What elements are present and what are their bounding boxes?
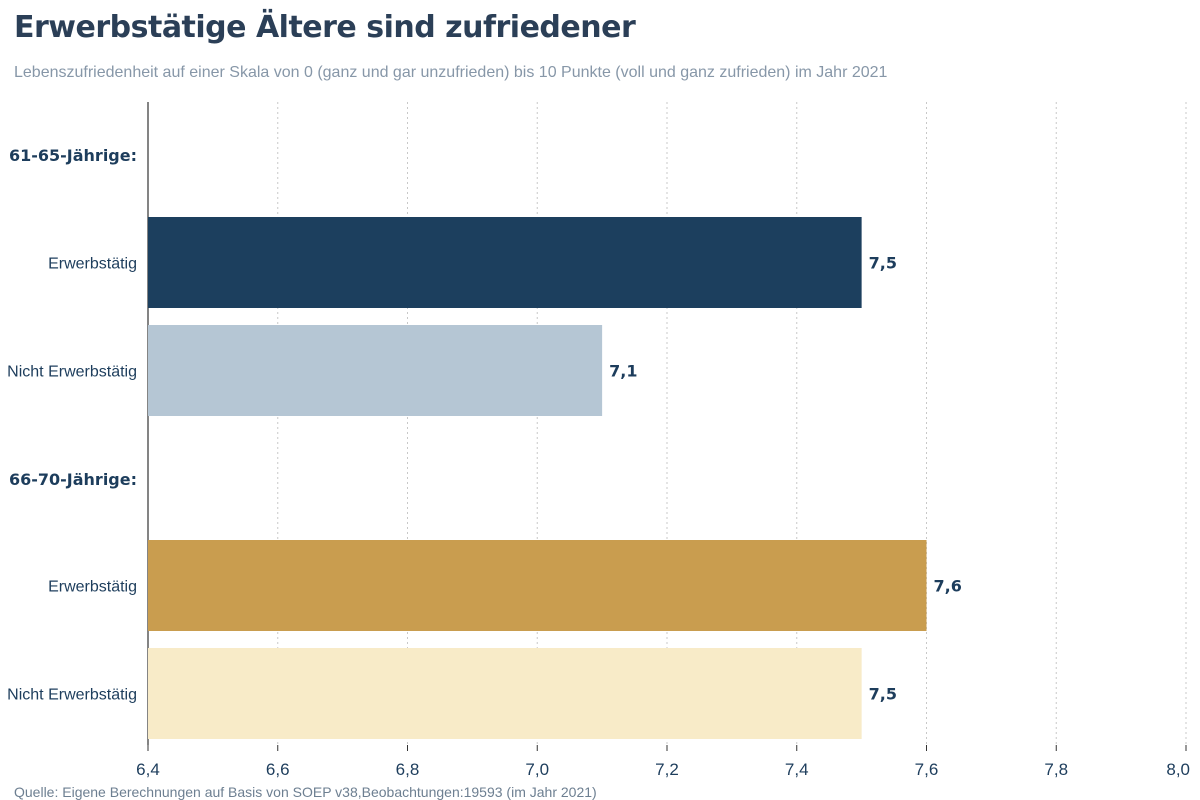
bar [148, 325, 603, 416]
data-label: 7,5 [869, 685, 897, 704]
category-label: Erwerbstätig [48, 579, 137, 596]
x-tick-label: 7,2 [655, 760, 679, 779]
bar [148, 217, 862, 308]
chart-subtitle: Lebenszufriedenheit auf einer Skala von … [14, 64, 888, 81]
group-label: 66-70-Jährige: [9, 470, 137, 489]
x-tick-label: 7,4 [785, 760, 809, 779]
chart-title: Erwerbstätige Ältere sind zufriedener [14, 10, 636, 45]
bar [148, 540, 927, 631]
data-label: 7,1 [609, 362, 637, 381]
source-note: Quelle: Eigene Berechnungen auf Basis vo… [14, 784, 597, 800]
data-label: 7,5 [869, 254, 897, 273]
category-label: Erwerbstätig [48, 256, 137, 273]
data-label: 7,6 [934, 577, 962, 596]
x-tick-label: 7,8 [1044, 760, 1068, 779]
x-tick-label: 6,8 [396, 760, 420, 779]
x-tick-label: 6,4 [136, 760, 160, 779]
category-label: Nicht Erwerbstätig [7, 687, 137, 704]
category-label: Nicht Erwerbstätig [7, 364, 137, 381]
x-tick-label: 7,0 [525, 760, 549, 779]
x-tick-label: 6,6 [266, 760, 290, 779]
group-label: 61-65-Jährige: [9, 146, 137, 165]
x-tick-label: 7,6 [915, 760, 939, 779]
x-tick-label: 8,0 [1166, 760, 1190, 779]
bar [148, 648, 862, 739]
